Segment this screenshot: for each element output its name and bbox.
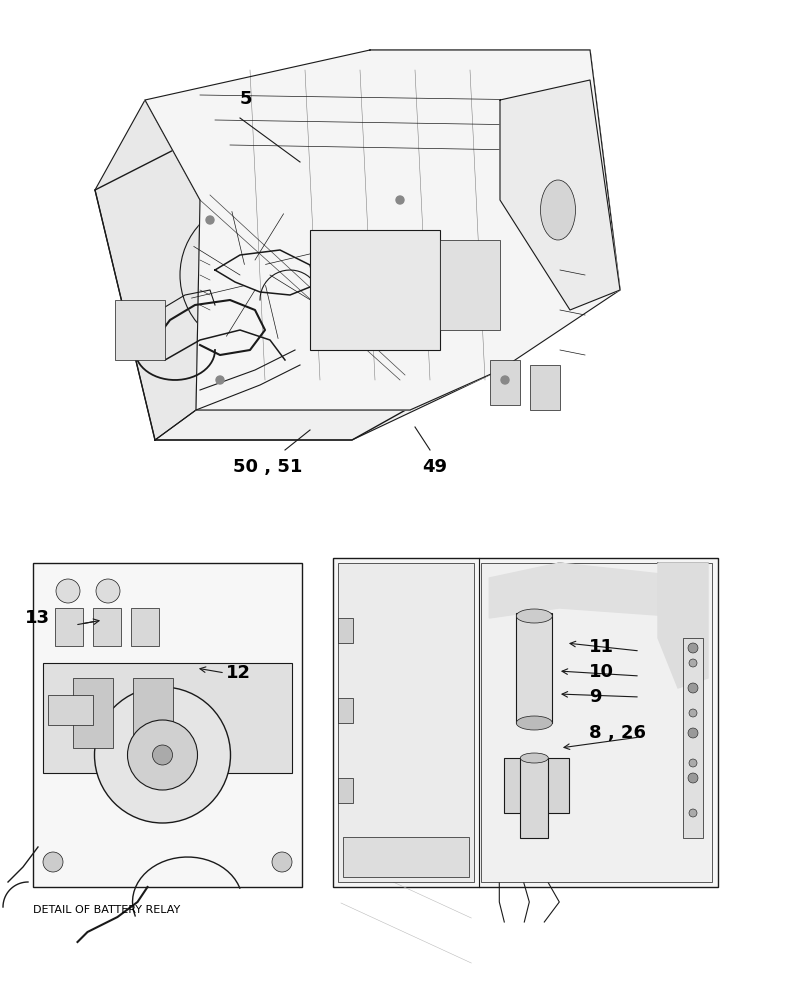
Polygon shape [155, 370, 499, 440]
Bar [439, 240, 499, 330]
Bar [115, 300, 165, 360]
Circle shape [153, 745, 173, 765]
Circle shape [206, 216, 214, 224]
Text: 5: 5 [240, 90, 252, 108]
Bar [55, 608, 83, 646]
Circle shape [500, 376, 508, 384]
Circle shape [43, 852, 63, 872]
Ellipse shape [516, 716, 552, 730]
Text: DETAIL OF BATTERY RELAY: DETAIL OF BATTERY RELAY [33, 905, 180, 915]
Bar [93, 608, 120, 646]
Circle shape [687, 773, 697, 783]
Bar [33, 563, 302, 887]
Bar [343, 837, 469, 877]
Circle shape [396, 196, 403, 204]
Bar [503, 758, 569, 813]
Circle shape [96, 579, 120, 603]
Text: 12: 12 [226, 664, 251, 682]
Bar [73, 678, 113, 748]
Bar [520, 758, 548, 838]
Bar [683, 638, 702, 838]
Circle shape [688, 809, 696, 817]
Bar [529, 365, 560, 410]
Circle shape [687, 643, 697, 653]
Text: 13: 13 [25, 609, 50, 627]
Ellipse shape [540, 180, 575, 240]
Bar [310, 230, 439, 350]
Bar [132, 678, 173, 748]
Polygon shape [95, 100, 200, 440]
Text: 9: 9 [589, 688, 601, 706]
Bar [48, 695, 93, 725]
Circle shape [271, 852, 291, 872]
Bar [516, 613, 552, 723]
Bar [337, 618, 353, 643]
Polygon shape [657, 563, 707, 688]
Bar [332, 558, 717, 887]
Circle shape [687, 683, 697, 693]
Bar [337, 698, 353, 723]
Text: 49: 49 [422, 458, 447, 476]
Text: 50 , 51: 50 , 51 [233, 458, 302, 476]
Text: 10: 10 [589, 663, 613, 681]
Circle shape [216, 376, 224, 384]
Bar [337, 563, 474, 882]
Bar [489, 360, 520, 405]
Polygon shape [489, 563, 697, 618]
Polygon shape [499, 80, 619, 310]
Circle shape [128, 720, 198, 790]
Circle shape [687, 728, 697, 738]
Text: 11: 11 [589, 638, 613, 656]
Circle shape [688, 659, 696, 667]
Bar [481, 563, 711, 882]
Ellipse shape [520, 753, 548, 763]
Bar [131, 608, 159, 646]
Circle shape [95, 687, 230, 823]
Ellipse shape [516, 609, 552, 623]
Bar [337, 778, 353, 803]
Circle shape [688, 759, 696, 767]
Circle shape [56, 579, 80, 603]
Text: 8 , 26: 8 , 26 [589, 724, 645, 742]
Bar [43, 663, 291, 773]
Circle shape [688, 709, 696, 717]
Polygon shape [145, 50, 619, 410]
